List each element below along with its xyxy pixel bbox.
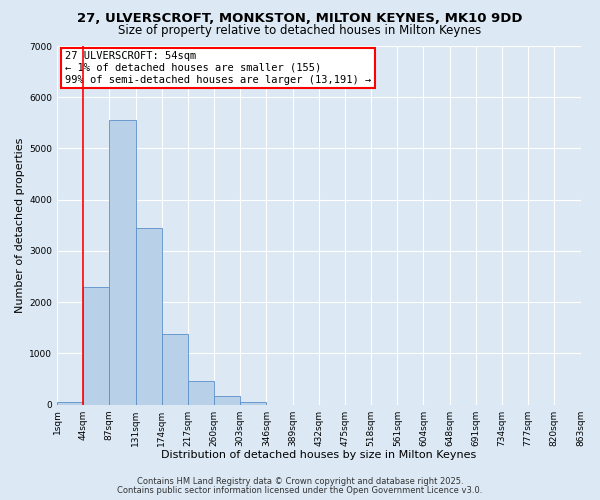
Bar [214,396,240,404]
Bar [83,287,109,405]
Bar [57,402,83,404]
Text: Contains HM Land Registry data © Crown copyright and database right 2025.: Contains HM Land Registry data © Crown c… [137,477,463,486]
Bar [136,228,162,404]
Text: 27, ULVERSCROFT, MONKSTON, MILTON KEYNES, MK10 9DD: 27, ULVERSCROFT, MONKSTON, MILTON KEYNES… [77,12,523,26]
Text: Size of property relative to detached houses in Milton Keynes: Size of property relative to detached ho… [118,24,482,37]
Bar [240,402,266,404]
Bar [109,120,136,405]
Y-axis label: Number of detached properties: Number of detached properties [15,138,25,313]
Bar [162,334,188,404]
X-axis label: Distribution of detached houses by size in Milton Keynes: Distribution of detached houses by size … [161,450,476,460]
Bar [188,381,214,404]
Text: Contains public sector information licensed under the Open Government Licence v3: Contains public sector information licen… [118,486,482,495]
Text: 27 ULVERSCROFT: 54sqm
← 1% of detached houses are smaller (155)
99% of semi-deta: 27 ULVERSCROFT: 54sqm ← 1% of detached h… [65,52,371,84]
